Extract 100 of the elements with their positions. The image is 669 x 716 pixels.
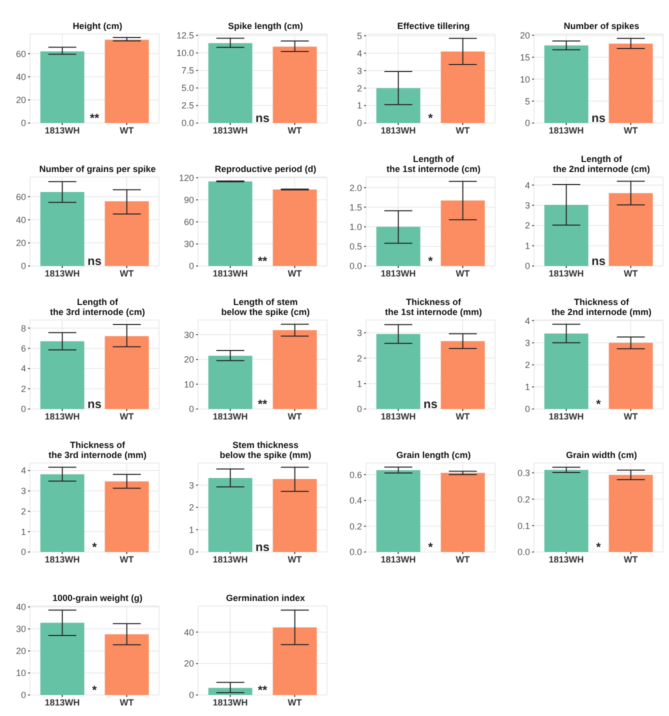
y-tick-label: 2 [356, 353, 362, 364]
chart-title: Number of grains per spike [39, 164, 156, 174]
x-tick-label: 1813WH [380, 411, 416, 422]
y-tick-label: 10.0 [176, 48, 194, 58]
y-tick-label: 0 [356, 118, 362, 128]
x-tick-label: WT [288, 268, 302, 278]
y-tick-label: 1 [524, 382, 530, 392]
annotation: ns [591, 111, 606, 125]
y-tick-label: 4 [524, 180, 530, 190]
y-tick-label: 0.4 [349, 496, 362, 506]
y-tick-label: 2 [356, 83, 362, 94]
y-tick-label: 5 [524, 96, 530, 106]
y-tick-label: 1.5 [349, 202, 362, 212]
y-tick-label: 5 [356, 30, 362, 41]
annotation: * [92, 683, 97, 697]
y-tick-label: 0 [20, 261, 26, 272]
y-tick-label: 20 [184, 354, 194, 365]
x-tick-label: 1813WH [548, 268, 584, 278]
y-tick-label: 40 [16, 602, 26, 612]
y-tick-label: 0 [20, 690, 26, 700]
annotation: ** [258, 683, 268, 697]
y-tick-label: 0 [20, 404, 26, 414]
chart-title: Length of the 2nd internode (cm) [552, 154, 650, 174]
annotation: ns [255, 111, 270, 125]
chart-title: Stem thickness below the spike (mm) [220, 440, 312, 460]
x-tick-label: 1813WH [212, 697, 248, 708]
chart-title: Grain width (cm) [566, 450, 637, 460]
y-tick-label: 0 [20, 118, 26, 128]
annotation: * [428, 111, 433, 125]
y-tick-label: 1 [356, 378, 362, 389]
x-tick-label: WT [456, 554, 470, 564]
annotation: * [428, 254, 433, 268]
x-tick-label: WT [120, 268, 134, 278]
x-tick-label: 1813WH [212, 125, 248, 136]
annotation: * [596, 397, 601, 411]
y-tick-label: 60 [16, 192, 26, 202]
annotation: ns [423, 397, 438, 411]
x-tick-label: WT [120, 554, 134, 564]
x-tick-label: 1813WH [548, 554, 584, 564]
x-tick-label: WT [456, 125, 470, 136]
y-tick-label: 0 [524, 261, 530, 272]
y-tick-label: 0.0 [181, 118, 194, 128]
chart-title: Germination index [226, 593, 305, 603]
annotation: * [92, 540, 97, 554]
x-tick-label: 1813WH [44, 411, 80, 422]
y-tick-label: 30 [184, 330, 194, 340]
y-tick-label: 15 [520, 52, 530, 62]
annotation: ns [87, 254, 102, 268]
chart-title: Height (cm) [72, 21, 122, 31]
y-tick-label: 6 [20, 344, 26, 354]
y-tick-label: 4 [524, 316, 530, 326]
chart-title: Length of stem below the spike (cm) [221, 297, 310, 317]
y-tick-label: 30 [184, 239, 194, 250]
y-tick-label: 2.5 [181, 100, 194, 111]
y-tick-label: 3 [524, 200, 530, 211]
x-tick-label: 1813WH [212, 268, 248, 278]
chart-title: Reproductive period (d) [214, 164, 316, 174]
chart-title: Grain length (cm) [396, 450, 471, 460]
y-tick-label: 0.6 [349, 470, 362, 480]
y-tick-label: 40 [184, 627, 194, 638]
y-tick-label: 120 [178, 172, 194, 183]
annotation: ns [591, 254, 606, 268]
x-tick-label: 1813WH [44, 125, 80, 136]
x-tick-label: 1813WH [44, 268, 80, 278]
x-tick-label: WT [456, 411, 470, 422]
y-tick-label: 40 [16, 214, 26, 225]
x-tick-label: WT [624, 268, 638, 278]
x-tick-label: WT [624, 411, 638, 422]
y-tick-label: 0.0 [349, 547, 362, 558]
annotation: ** [258, 254, 268, 268]
y-tick-label: 2 [524, 360, 530, 370]
y-tick-label: 3 [356, 66, 362, 76]
y-tick-label: 0.2 [349, 521, 362, 532]
annotation: ns [87, 397, 102, 411]
y-tick-label: 30 [16, 624, 26, 634]
y-tick-label: 1 [356, 100, 362, 111]
y-tick-label: 0 [188, 404, 194, 414]
x-tick-label: WT [288, 125, 302, 136]
y-tick-label: 2 [20, 506, 26, 516]
x-tick-label: WT [288, 697, 302, 708]
y-tick-label: 0.0 [349, 261, 362, 272]
y-tick-label: 7.5 [181, 66, 194, 76]
y-tick-label: 2.0 [349, 182, 362, 193]
x-tick-label: 1813WH [548, 125, 584, 136]
annotation: ns [255, 540, 270, 554]
x-tick-label: WT [624, 554, 638, 564]
y-tick-label: 0.0 [517, 547, 530, 558]
chart-title: 1000-grain weight (g) [52, 593, 142, 603]
y-tick-label: 1 [524, 240, 530, 251]
y-tick-label: 1 [20, 526, 26, 537]
x-tick-label: WT [288, 554, 302, 564]
y-tick-label: 2 [188, 502, 194, 513]
x-tick-label: 1813WH [212, 554, 248, 564]
y-tick-label: 0.5 [349, 242, 362, 252]
y-tick-label: 20 [16, 238, 26, 248]
y-tick-label: 0.1 [517, 520, 530, 531]
y-tick-label: 1.0 [349, 222, 362, 232]
y-tick-label: 90 [184, 194, 194, 205]
y-tick-label: 60 [16, 48, 26, 59]
y-tick-label: 0 [20, 547, 26, 558]
